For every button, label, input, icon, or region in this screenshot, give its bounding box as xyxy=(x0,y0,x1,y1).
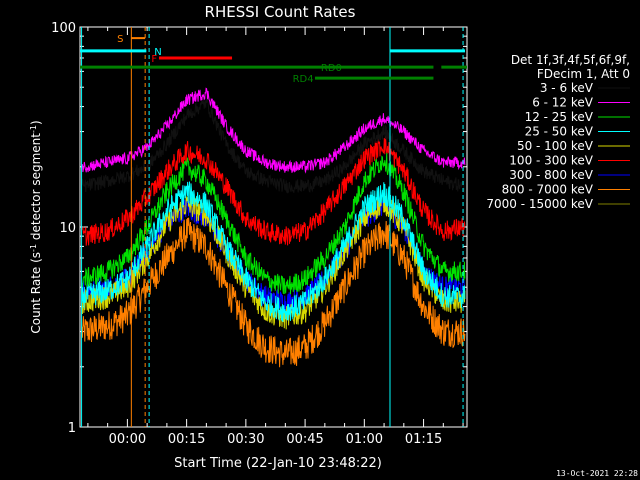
chart-title: RHESSI Count Rates xyxy=(205,3,356,21)
series-group xyxy=(81,87,466,368)
series-line-3-6keV xyxy=(81,96,466,194)
legend-label: 50 - 100 keV xyxy=(517,139,594,153)
x-tick-label: 01:15 xyxy=(405,432,442,447)
annotation-label-s: S xyxy=(117,34,123,45)
generation-timestamp: 13-Oct-2021 22:28 xyxy=(556,469,638,478)
plot-area: 1 10 100 00:00 00:15 00:30 00:45 01:00 01:15 S N… xyxy=(51,21,468,447)
y-label-mid: detector segment xyxy=(29,133,43,244)
y-tick-label: 1 xyxy=(68,421,76,436)
legend-label: 6 - 12 keV xyxy=(532,96,594,110)
x-axis-ticks: 00:00 00:15 00:30 00:45 01:00 01:15 xyxy=(87,27,464,447)
y-label-end: ) xyxy=(29,120,43,125)
y-axis-label: Count Rate (s-1 detector segment-1) xyxy=(29,120,44,333)
series-line-12-25keV xyxy=(81,152,466,295)
annotation-group: S NF RD0 RD4 xyxy=(80,27,467,427)
series-line-100-300keV xyxy=(81,135,466,246)
legend-label: 25 - 50 keV xyxy=(525,125,594,139)
legend-label: 12 - 25 keV xyxy=(525,110,594,124)
series-line-6-12keV xyxy=(81,87,466,174)
x-axis-label: Start Time (22-Jan-10 23:48:22) xyxy=(174,456,382,471)
annotation-label-f: F xyxy=(151,54,157,65)
y-label-exp1: -1 xyxy=(29,244,38,252)
y-label-exp2: -1 xyxy=(29,125,38,133)
y-tick-label: 100 xyxy=(51,21,76,36)
annotation-label-rd4: RD4 xyxy=(293,74,314,85)
series-line-25-50keV xyxy=(81,181,466,323)
legend-label: 800 - 7000 keV xyxy=(502,183,594,197)
x-tick-label: 00:00 xyxy=(109,432,146,447)
y-label-main: Count Rate (s xyxy=(29,252,43,334)
x-tick-label: 00:30 xyxy=(227,432,264,447)
annotation-label-n: N xyxy=(154,47,161,58)
legend-label: 3 - 6 keV xyxy=(540,81,594,95)
series-line-800-7000keV xyxy=(81,217,466,368)
legend-title-line1: Det 1f,3f,4f,5f,6f,9f, xyxy=(511,53,630,67)
x-tick-label: 01:00 xyxy=(346,432,383,447)
legend-label: 100 - 300 keV xyxy=(509,154,593,168)
x-tick-label: 00:15 xyxy=(168,432,205,447)
x-tick-label: 00:45 xyxy=(286,432,323,447)
legend-title-line2: FDecim 1, Att 0 xyxy=(537,67,630,81)
y-axis-ticks: 1 10 100 xyxy=(51,21,467,436)
y-tick-label: 10 xyxy=(59,221,76,236)
legend-label: 7000 - 15000 keV xyxy=(486,197,593,211)
legend: Det 1f,3f,4f,5f,6f,9f, FDecim 1, Att 0 3… xyxy=(486,53,630,211)
legend-label: 300 - 800 keV xyxy=(509,168,593,182)
annotation-label-rd0: RD0 xyxy=(321,63,342,74)
